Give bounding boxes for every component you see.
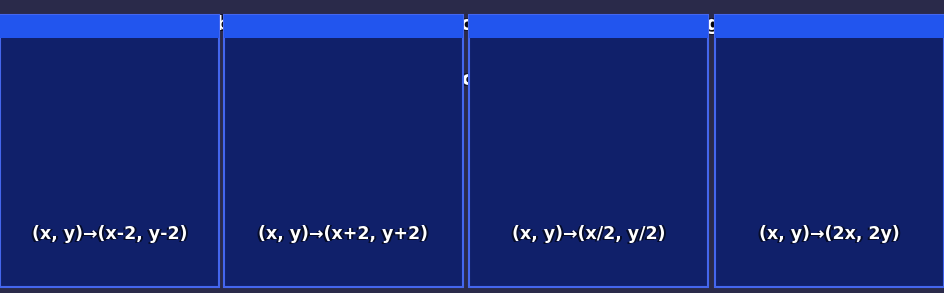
Text: Which rule describes the action of the coordinates when a figure is dilated by a: Which rule describes the action of the c… — [15, 16, 923, 35]
Bar — [715, 15, 944, 287]
Text: (x, y)→(x-2, y-2): (x, y)→(x-2, y-2) — [32, 225, 187, 243]
Text: (x, y)→(x+2, y+2): (x, y)→(x+2, y+2) — [256, 226, 427, 244]
Text: scale factor of 2?: scale factor of 2? — [371, 69, 567, 88]
Text: Which rule describes the action of the coordinates when a figure is dilated by a: Which rule describes the action of the c… — [21, 16, 929, 35]
Text: Which rule describes the action of the coordinates when a figure is dilated by a: Which rule describes the action of the c… — [15, 14, 923, 33]
Text: scale factor of 2?: scale factor of 2? — [377, 69, 573, 88]
Text: Which rule describes the action of the coordinates when a figure is dilated by a: Which rule describes the action of the c… — [18, 15, 926, 34]
Text: (x, y)→(x/2, y/2): (x, y)→(x/2, y/2) — [514, 225, 667, 243]
Text: scale factor of 2?: scale factor of 2? — [371, 71, 567, 90]
Bar — [224, 15, 463, 287]
Text: (x, y)→(x+2, y+2): (x, y)→(x+2, y+2) — [260, 225, 430, 243]
Text: (x, y)→(x-2, y-2): (x, y)→(x-2, y-2) — [34, 225, 189, 243]
Text: (x, y)→(2x, 2y): (x, y)→(2x, 2y) — [757, 226, 898, 244]
Bar — [469, 15, 708, 287]
Bar — [469, 15, 708, 38]
Bar — [0, 15, 219, 38]
Text: (x, y)→(2x, 2y): (x, y)→(2x, 2y) — [759, 225, 900, 243]
Bar — [715, 15, 944, 38]
Text: (x, y)→(x/2, y/2): (x, y)→(x/2, y/2) — [510, 226, 664, 244]
Text: (x, y)→(2x, 2y): (x, y)→(2x, 2y) — [761, 225, 902, 243]
Text: scale factor of 2?: scale factor of 2? — [374, 70, 570, 89]
Text: scale factor of 2?: scale factor of 2? — [377, 71, 573, 90]
Bar — [0, 15, 219, 287]
Text: (x, y)→(x+2, y+2): (x, y)→(x+2, y+2) — [258, 225, 429, 243]
Bar — [224, 15, 463, 38]
Text: (x, y)→(x-2, y-2): (x, y)→(x-2, y-2) — [30, 226, 185, 244]
Text: (x, y)→(x/2, y/2): (x, y)→(x/2, y/2) — [512, 225, 666, 243]
Text: Which rule describes the action of the coordinates when a figure is dilated by a: Which rule describes the action of the c… — [21, 14, 929, 33]
